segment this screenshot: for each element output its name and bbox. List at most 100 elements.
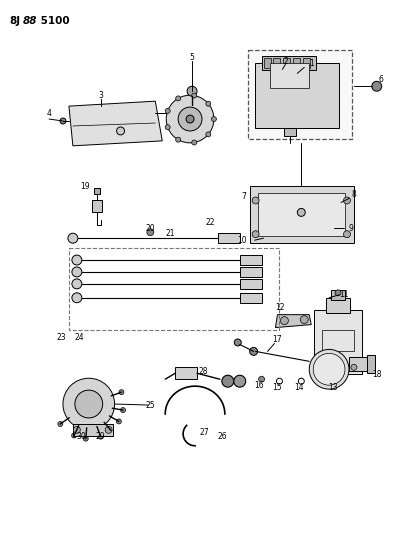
Text: 3: 3 xyxy=(98,91,103,100)
Bar xyxy=(314,310,362,374)
Circle shape xyxy=(212,117,216,122)
Circle shape xyxy=(206,101,211,106)
Text: 20: 20 xyxy=(146,224,155,233)
Circle shape xyxy=(187,86,197,96)
Circle shape xyxy=(335,290,341,296)
Circle shape xyxy=(109,428,114,433)
Bar xyxy=(248,50,352,139)
Bar xyxy=(240,279,262,289)
Text: 25: 25 xyxy=(146,400,155,409)
Bar xyxy=(367,356,375,373)
Circle shape xyxy=(351,365,357,370)
Circle shape xyxy=(206,132,211,137)
Circle shape xyxy=(72,279,82,289)
Bar xyxy=(270,63,309,88)
Circle shape xyxy=(344,231,350,238)
Circle shape xyxy=(234,339,241,346)
Text: 16: 16 xyxy=(254,381,264,390)
Bar xyxy=(258,192,345,236)
Bar xyxy=(92,200,102,212)
Text: 88: 88 xyxy=(23,16,38,26)
Circle shape xyxy=(176,137,181,142)
Circle shape xyxy=(166,95,214,143)
Text: 22: 22 xyxy=(205,218,215,227)
Text: 13: 13 xyxy=(328,383,338,392)
Circle shape xyxy=(120,408,126,413)
Text: 15: 15 xyxy=(273,383,282,392)
Circle shape xyxy=(176,96,181,101)
Circle shape xyxy=(116,419,121,424)
Bar xyxy=(250,185,354,243)
Text: 30: 30 xyxy=(76,432,86,441)
Text: 18: 18 xyxy=(372,370,382,379)
Circle shape xyxy=(73,426,80,433)
Text: 21: 21 xyxy=(166,229,175,238)
Bar xyxy=(322,329,354,351)
Circle shape xyxy=(72,293,82,303)
Circle shape xyxy=(72,255,82,265)
Text: 19: 19 xyxy=(80,182,90,191)
Circle shape xyxy=(98,434,103,439)
Bar xyxy=(274,59,280,68)
Text: 10: 10 xyxy=(237,236,246,245)
Circle shape xyxy=(119,390,124,394)
Circle shape xyxy=(116,127,124,135)
Bar xyxy=(218,233,240,243)
Circle shape xyxy=(60,118,66,124)
Text: 24: 24 xyxy=(74,333,84,342)
Text: 8: 8 xyxy=(352,190,356,199)
Circle shape xyxy=(58,422,63,426)
Text: 5: 5 xyxy=(190,53,194,62)
Circle shape xyxy=(252,197,259,204)
Bar xyxy=(349,357,371,372)
Bar xyxy=(175,367,197,379)
Text: 4: 4 xyxy=(47,109,52,118)
Circle shape xyxy=(252,231,259,238)
Bar xyxy=(326,298,350,313)
Text: 6: 6 xyxy=(378,75,383,84)
Bar xyxy=(264,59,270,68)
Bar xyxy=(331,290,345,300)
Circle shape xyxy=(258,376,264,382)
Circle shape xyxy=(313,353,345,385)
Text: 26: 26 xyxy=(217,432,227,441)
Circle shape xyxy=(186,115,194,123)
Circle shape xyxy=(300,316,308,324)
Text: 1: 1 xyxy=(309,59,314,68)
Circle shape xyxy=(372,82,382,91)
Bar xyxy=(284,128,296,136)
Circle shape xyxy=(178,107,202,131)
Circle shape xyxy=(250,348,258,356)
Circle shape xyxy=(222,375,234,387)
Circle shape xyxy=(280,317,288,325)
Text: 17: 17 xyxy=(273,335,282,344)
Bar xyxy=(73,424,113,436)
Bar xyxy=(240,293,262,303)
Circle shape xyxy=(72,433,76,438)
Polygon shape xyxy=(69,101,162,146)
Bar xyxy=(293,59,300,68)
Bar xyxy=(262,56,316,70)
Bar xyxy=(303,59,310,68)
Circle shape xyxy=(72,267,82,277)
Bar xyxy=(240,255,262,265)
Circle shape xyxy=(83,436,88,441)
Text: 29: 29 xyxy=(96,432,106,441)
Bar xyxy=(69,248,280,329)
Text: 9: 9 xyxy=(348,224,353,233)
Text: 14: 14 xyxy=(294,383,304,392)
Text: 8J: 8J xyxy=(9,16,20,26)
Circle shape xyxy=(75,390,103,418)
Polygon shape xyxy=(276,314,311,328)
Circle shape xyxy=(147,229,154,236)
Text: 23: 23 xyxy=(56,333,66,342)
Circle shape xyxy=(192,140,197,145)
Circle shape xyxy=(309,350,349,389)
Circle shape xyxy=(344,197,350,204)
Text: 5100: 5100 xyxy=(37,16,70,26)
Circle shape xyxy=(68,233,78,243)
Text: 11: 11 xyxy=(339,290,349,300)
Bar xyxy=(284,59,290,68)
Bar xyxy=(240,267,262,277)
Text: 27: 27 xyxy=(199,429,209,438)
